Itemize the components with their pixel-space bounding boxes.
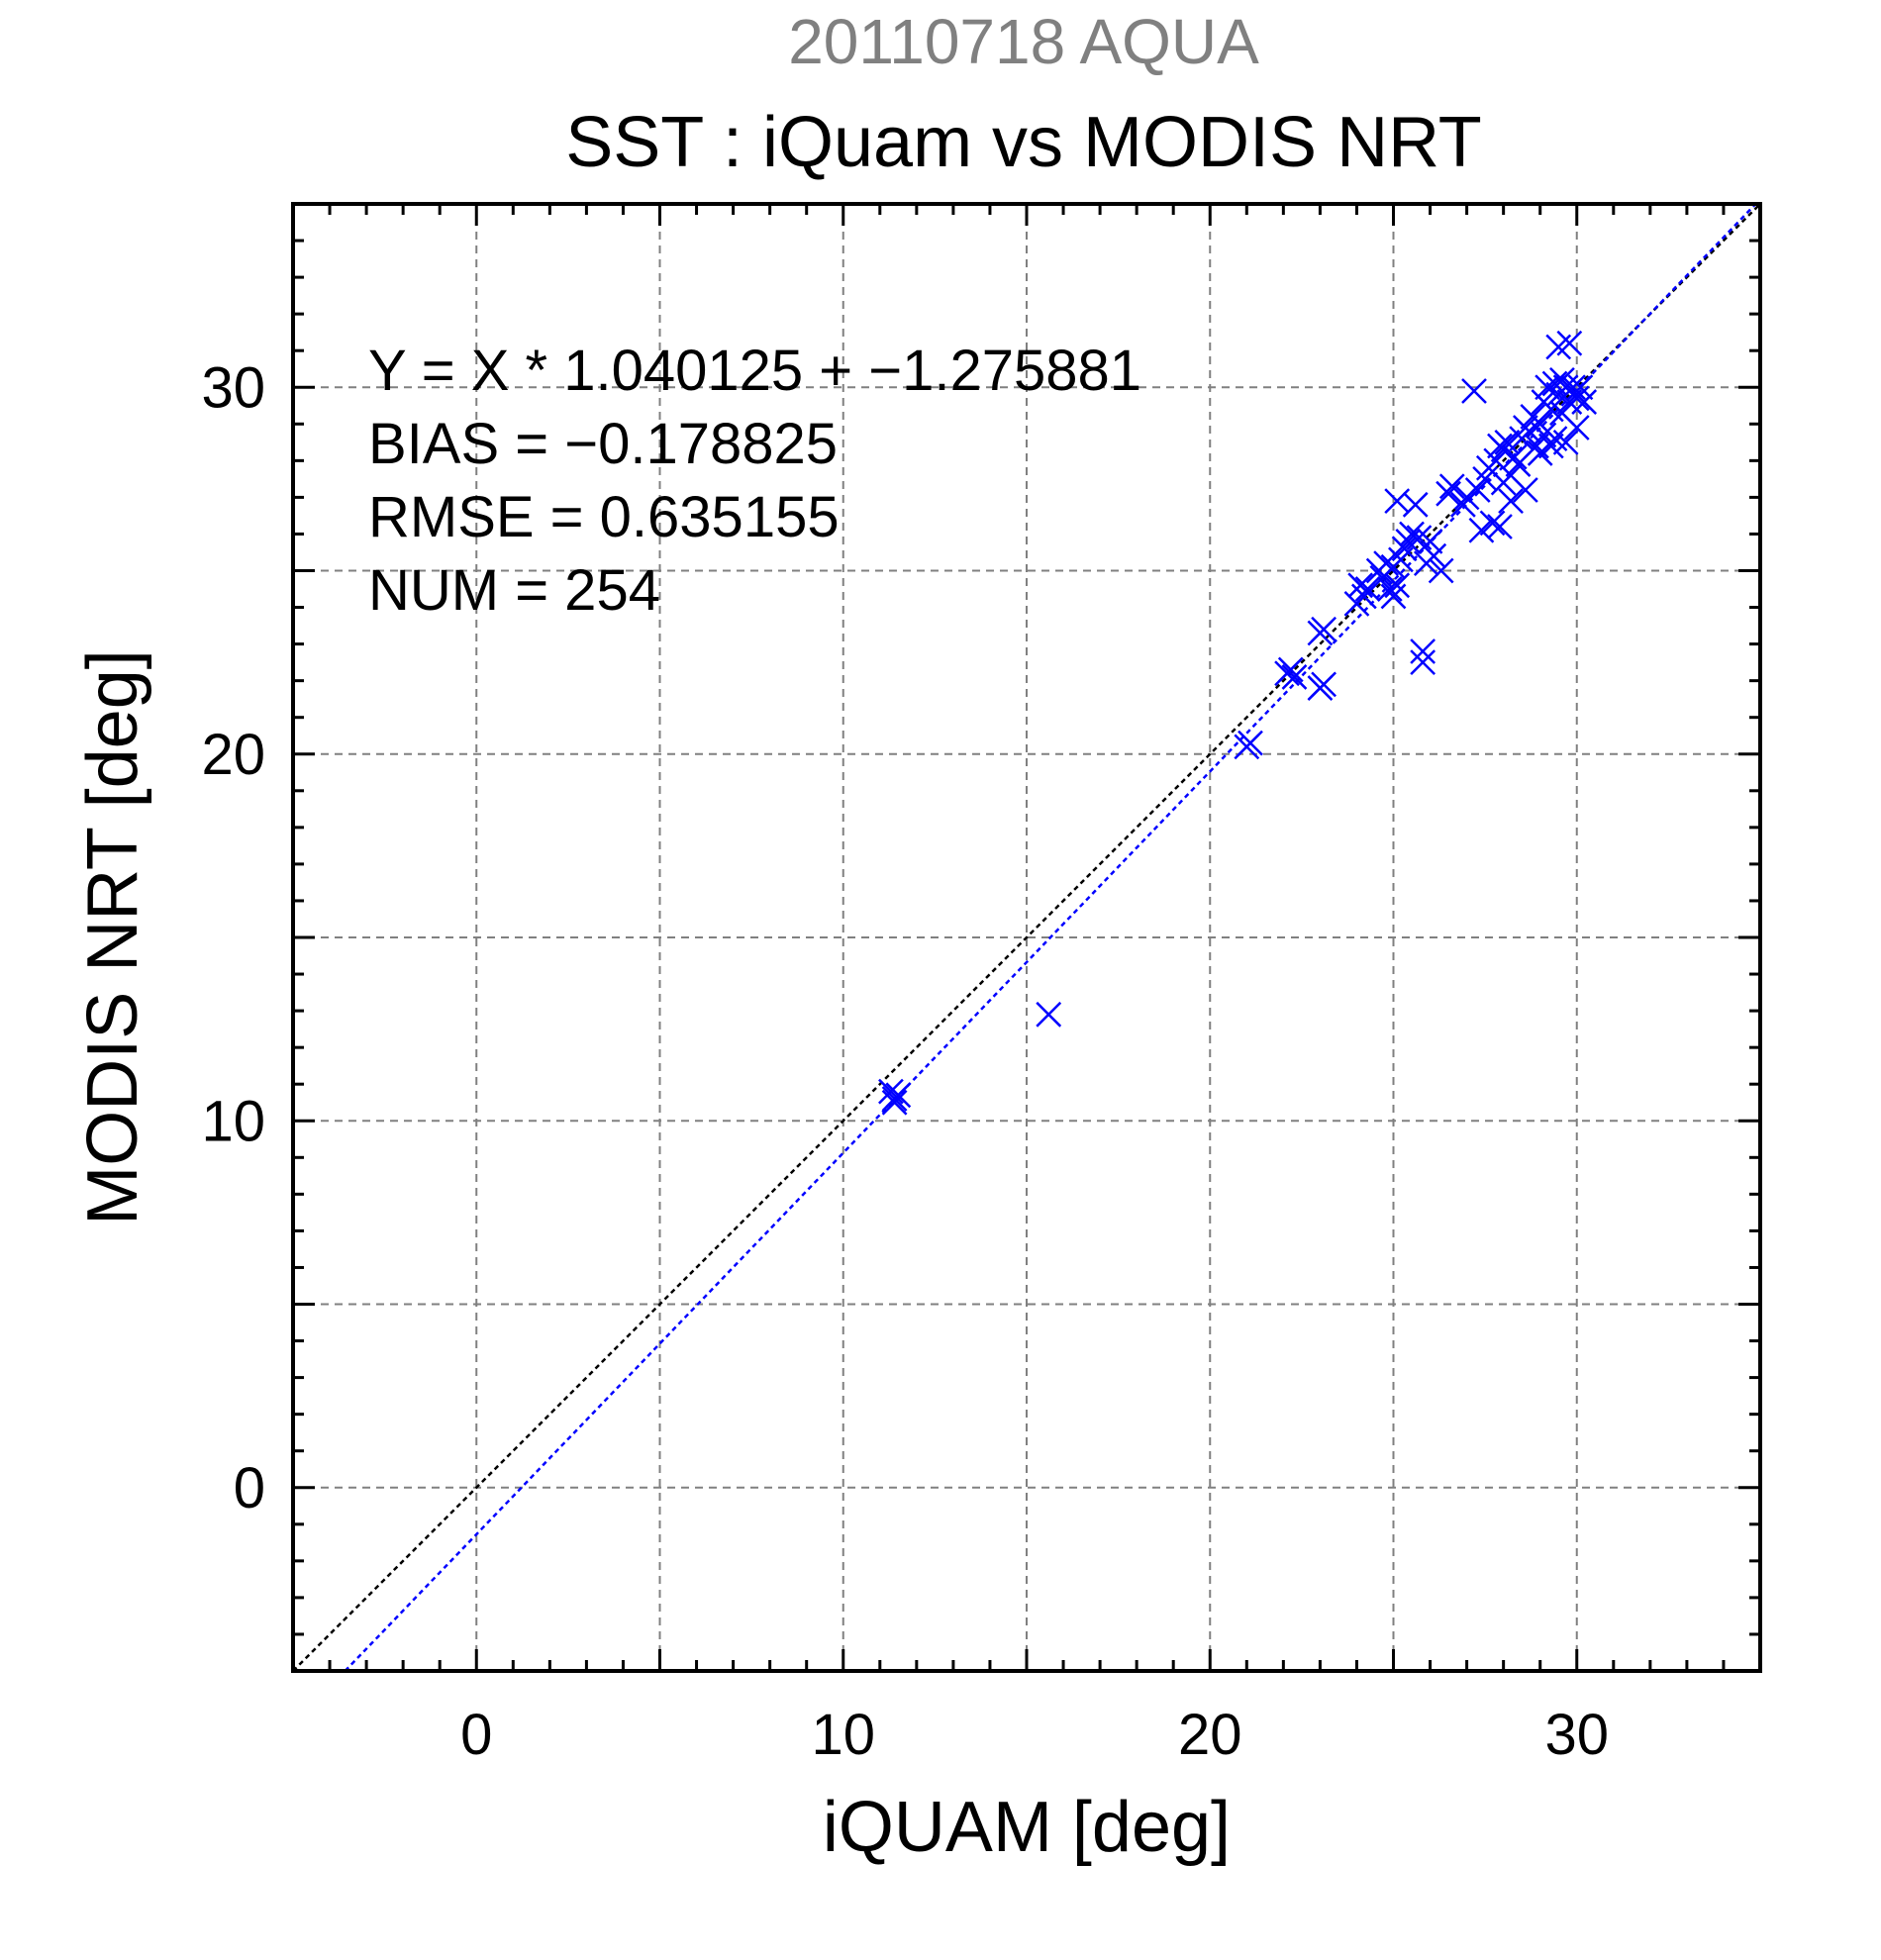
data-point [1311,616,1336,642]
data-point [1512,477,1538,503]
data-point [1556,330,1583,356]
y-tick-label: 20 [201,723,265,787]
plot-frame [291,202,1762,1673]
data-point [1354,576,1381,602]
x-tick-label: 0 [460,1703,492,1767]
data-point [1498,488,1524,514]
data-point [1410,638,1436,664]
y-tick-label: 0 [234,1456,265,1520]
data-point [1479,510,1506,537]
data-point [1571,389,1598,415]
data-point [1376,576,1403,602]
x-axis-label: iQUAM [deg] [823,1788,1231,1867]
data-point [1402,491,1429,518]
data-point [1391,536,1418,562]
data-point [1563,415,1590,441]
data-point [1384,488,1411,514]
data-point [1487,514,1513,539]
stats-equation: Y = X * 1.040125 + −1.275881 [368,339,1141,403]
data-point [1501,443,1528,470]
data-point [1428,557,1454,584]
data-point [1464,477,1491,503]
chart-title: SST : iQuam vs MODIS NRT [565,103,1482,182]
data-points [878,330,1598,1116]
data-point [1534,374,1560,401]
data-point [1512,415,1538,441]
chart-subtitle: 20110718 AQUA [788,6,1259,77]
data-point [1410,649,1436,676]
tick-labels: 0 10 20 30 0 10 20 30 [201,355,1609,1767]
data-point [1373,550,1399,576]
stats-annotation: Y = X * 1.040125 + −1.275881 BIAS = −0.1… [368,339,1141,623]
data-point [1549,366,1575,393]
fit-line [344,203,1757,1672]
data-point [1036,1001,1062,1028]
data-point [1436,480,1461,507]
data-point [1238,730,1263,756]
data-point [1311,671,1336,698]
data-point [1438,473,1465,500]
data-point [878,1078,904,1105]
data-point [1494,429,1521,455]
stats-rmse: RMSE = 0.635155 [368,485,840,549]
data-point [1537,433,1564,459]
x-tick-label: 10 [811,1703,875,1767]
y-tick-label: 10 [201,1089,265,1153]
stats-bias: BIAS = −0.178825 [368,412,838,476]
data-point [1399,521,1425,547]
stats-num: NUM = 254 [368,558,660,623]
identity-line [292,203,1761,1672]
x-tick-label: 20 [1178,1703,1242,1767]
data-point [1277,656,1304,683]
data-point [1552,429,1579,455]
data-point [1417,528,1443,554]
x-tick-label: 30 [1544,1703,1609,1767]
data-point [1461,378,1487,404]
data-point [881,1086,908,1112]
y-axis-label: MODIS NRT [deg] [73,649,152,1225]
y-tick-label: 30 [201,355,265,420]
data-point [1347,572,1374,599]
grid-lines [293,204,1760,1671]
reference-lines [292,203,1761,1672]
data-point [1421,542,1447,569]
data-point [1567,374,1594,401]
data-point [1281,664,1308,690]
data-point [1527,441,1553,466]
data-point [1487,433,1513,459]
